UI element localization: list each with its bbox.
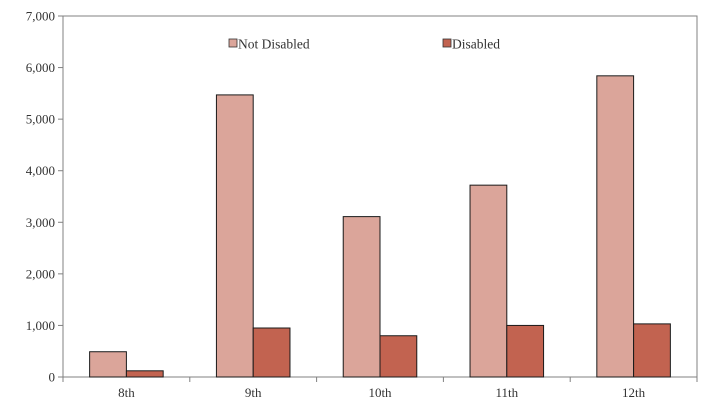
legend-label-disabled: Disabled — [452, 37, 500, 52]
bar — [596, 75, 635, 378]
x-category-label: 8th — [118, 385, 135, 400]
bar — [215, 94, 254, 378]
bar — [125, 370, 164, 378]
legend: Not Disabled Disabled — [228, 37, 500, 52]
y-tick-label: 7,000 — [26, 9, 55, 24]
y-tick-label: 5,000 — [26, 112, 55, 127]
legend-swatch-disabled — [442, 38, 452, 48]
legend-label-not-disabled: Not Disabled — [238, 37, 310, 52]
x-axis: 8th 9th 10th 11th 12th — [62, 377, 698, 400]
bar — [342, 216, 381, 378]
x-category-label: 10th — [368, 385, 392, 400]
bar-series-disabled — [125, 323, 671, 378]
bar — [379, 335, 418, 378]
y-tick-label: 3,000 — [26, 215, 55, 230]
y-tick-label: 1,000 — [26, 318, 55, 333]
bar — [506, 324, 545, 378]
bar-series-group — [89, 75, 671, 378]
y-tick-label: 6,000 — [26, 60, 55, 75]
bar — [633, 323, 671, 378]
x-category-label: 12th — [622, 385, 646, 400]
x-category-label: 9th — [245, 385, 262, 400]
bar — [89, 351, 127, 378]
bar — [469, 184, 508, 378]
x-category-label: 11th — [495, 385, 518, 400]
y-tick-label: 2,000 — [26, 266, 55, 281]
bar-series-not-disabled — [89, 75, 635, 378]
y-tick-label: 0 — [49, 370, 56, 385]
legend-swatch-not-disabled — [228, 38, 238, 48]
y-axis: 0 1,000 2,000 3,000 4,000 5,000 6,000 7,000 — [26, 9, 63, 385]
y-tick-label: 4,000 — [26, 163, 55, 178]
bar — [252, 327, 291, 378]
